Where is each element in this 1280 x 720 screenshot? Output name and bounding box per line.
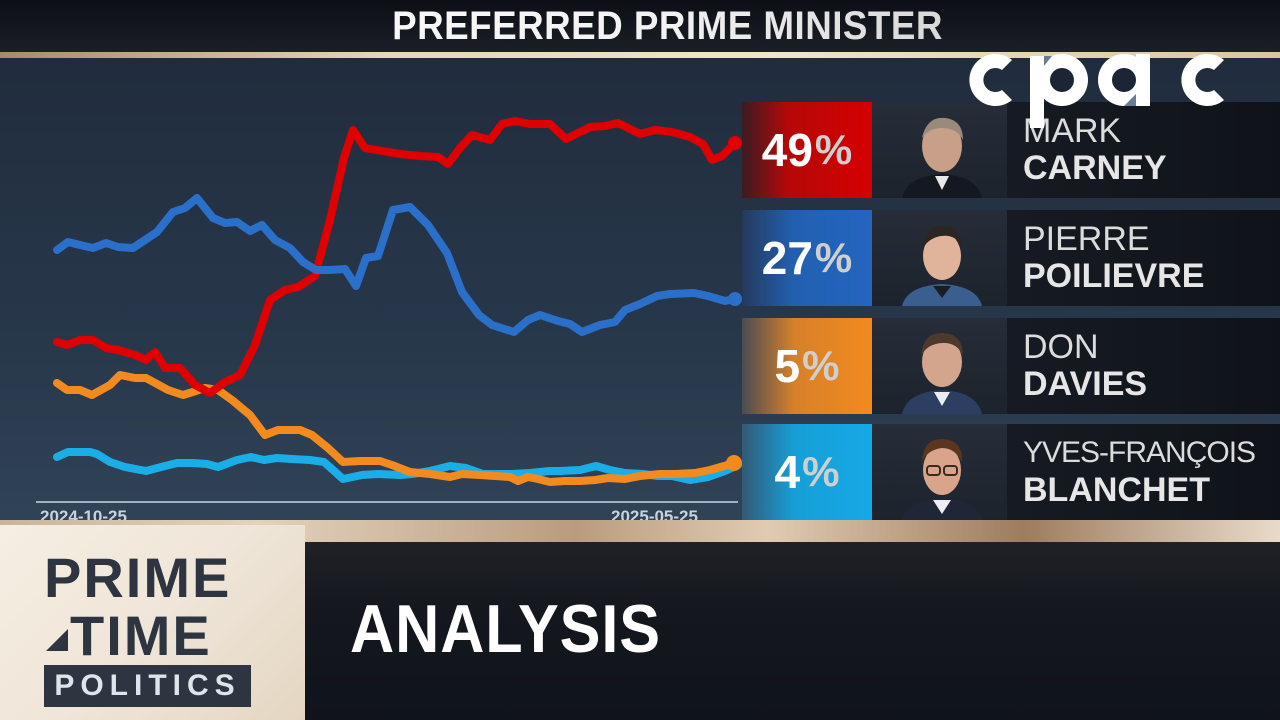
series-line-davies — [53, 371, 739, 486]
title-bar: PREFERRED PRIME MINISTER — [0, 0, 1280, 54]
segment-banner: ANALYSIS — [305, 542, 1280, 720]
series-line-poilievre — [53, 194, 739, 336]
candidate-card-poilievre: 27% PIERRE POILIEVRE — [742, 210, 1280, 306]
last-name: DAVIES — [1023, 365, 1148, 403]
segment-label: ANALYSIS — [350, 591, 662, 667]
candidate-photo — [872, 318, 1007, 414]
chart-title: PREFERRED PRIME MINISTER — [53, 4, 1280, 49]
candidate-card-blanchet: 4% YVES-FRANÇOIS BLANCHET — [742, 424, 1280, 520]
percent-sign: % — [802, 448, 840, 495]
percentage-box: 27% — [742, 210, 872, 306]
portrait-icon — [902, 226, 982, 306]
portrait-icon — [902, 438, 982, 520]
candidate-name: YVES-FRANÇOIS BLANCHET — [1007, 424, 1280, 520]
first-name: YVES-FRANÇOIS — [1023, 436, 1256, 469]
percent-sign: % — [814, 126, 853, 173]
carney-end-marker — [728, 136, 742, 150]
davies-end-marker — [726, 455, 742, 471]
candidate-photo — [872, 424, 1007, 520]
candidate-name: DON DAVIES — [1007, 318, 1280, 414]
show-logo-prime: PRIME — [44, 546, 232, 609]
percentage-value: 27 — [761, 232, 813, 284]
last-name: POILIEVRE — [1023, 257, 1205, 295]
logo-triangle-icon — [46, 629, 68, 651]
portrait-icon — [902, 117, 982, 198]
last-name: CARNEY — [1023, 149, 1167, 187]
candidate-name: PIERRE POILIEVRE — [1007, 210, 1280, 306]
show-logo-time: TIME — [70, 604, 212, 667]
candidate-card-davies: 5% DON DAVIES — [742, 318, 1280, 414]
show-logo-panel: PRIME TIME POLITICS — [0, 525, 305, 720]
percentage-value: 49 — [761, 124, 813, 176]
series-line-carney — [53, 117, 739, 397]
percentage-box: 49% — [742, 102, 872, 198]
last-name: BLANCHET — [1023, 471, 1210, 509]
percent-sign: % — [814, 234, 853, 281]
first-name: PIERRE — [1023, 220, 1150, 258]
candidate-name: MARK CARNEY — [1007, 102, 1280, 198]
percentage-box: 4% — [742, 424, 872, 520]
poilievre-end-marker — [728, 292, 742, 306]
series-line-blanchet — [53, 448, 742, 484]
candidate-photo — [872, 210, 1007, 306]
gold-divider — [0, 52, 1280, 58]
line-chart: 2024-10-25 2025-05-25 — [0, 58, 750, 528]
chart-plot — [36, 117, 742, 503]
candidate-photo — [872, 102, 1007, 198]
percentage-value: 4 — [774, 446, 801, 498]
first-name: DON — [1023, 328, 1099, 366]
candidate-card-carney: 49% MARK CARNEY — [742, 102, 1280, 198]
cpac-logo — [962, 38, 1242, 128]
show-logo-politics: POLITICS — [44, 665, 251, 707]
percentage-box: 5% — [742, 318, 872, 414]
portrait-icon — [902, 332, 982, 414]
percentage-value: 5 — [774, 340, 801, 392]
cpac-logo-icon — [969, 53, 1224, 128]
percent-sign: % — [802, 342, 840, 389]
